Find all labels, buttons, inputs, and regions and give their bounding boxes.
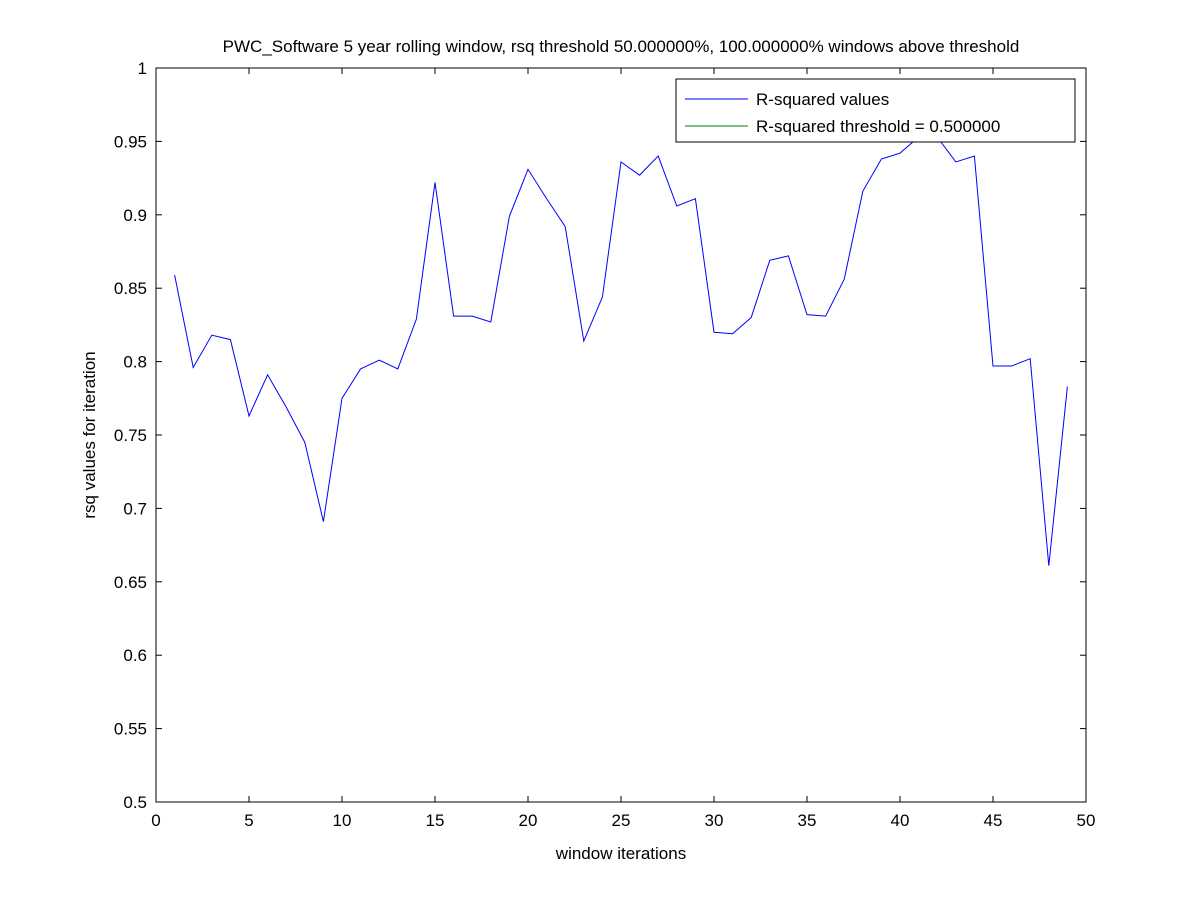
x-tick-label: 40 — [891, 811, 910, 830]
y-tick-label: 0.55 — [114, 720, 147, 739]
x-tick-label: 50 — [1077, 811, 1096, 830]
legend-label-r-squared-values: R-squared values — [756, 90, 889, 109]
x-axis-label: window iterations — [555, 844, 686, 863]
legend-box — [675, 78, 1076, 143]
plot-area — [156, 68, 1086, 802]
legend-label-r-squared-threshold: R-squared threshold = 0.500000 — [756, 117, 1000, 136]
y-tick-label: 0.8 — [123, 353, 147, 372]
axes-box — [155, 67, 1087, 803]
y-tick-label: 0.9 — [123, 206, 147, 225]
y-axis-label: rsq values for iteration — [80, 351, 99, 518]
y-tick-label: 0.7 — [123, 499, 147, 518]
y-tick-label: 0.5 — [123, 793, 147, 812]
x-tick-label: 0 — [151, 811, 160, 830]
x-tick-label: 30 — [705, 811, 724, 830]
x-tick-label: 35 — [798, 811, 817, 830]
y-tick-label: 0.75 — [114, 426, 147, 445]
y-tick-label: 0.95 — [114, 132, 147, 151]
x-tick-label: 15 — [426, 811, 445, 830]
x-tick-label: 45 — [984, 811, 1003, 830]
x-tick-label: 10 — [333, 811, 352, 830]
legend: R-squared values R-squared threshold = 0… — [675, 78, 1076, 143]
y-tick-label: 0.6 — [123, 646, 147, 665]
x-tick-label: 25 — [612, 811, 631, 830]
y-tick-label: 0.85 — [114, 279, 147, 298]
y-tick-label: 1 — [138, 59, 147, 78]
x-tick-label: 20 — [519, 811, 538, 830]
x-tick-label: 5 — [244, 811, 253, 830]
y-tick-label: 0.65 — [114, 573, 147, 592]
axis-ticks: 0 5 10 15 20 25 30 35 40 45 50 0.5 0.55 0.6 0.65 0.7 0.7… — [114, 59, 1096, 830]
chart-title: PWC_Software 5 year rolling window, rsq … — [223, 37, 1020, 56]
